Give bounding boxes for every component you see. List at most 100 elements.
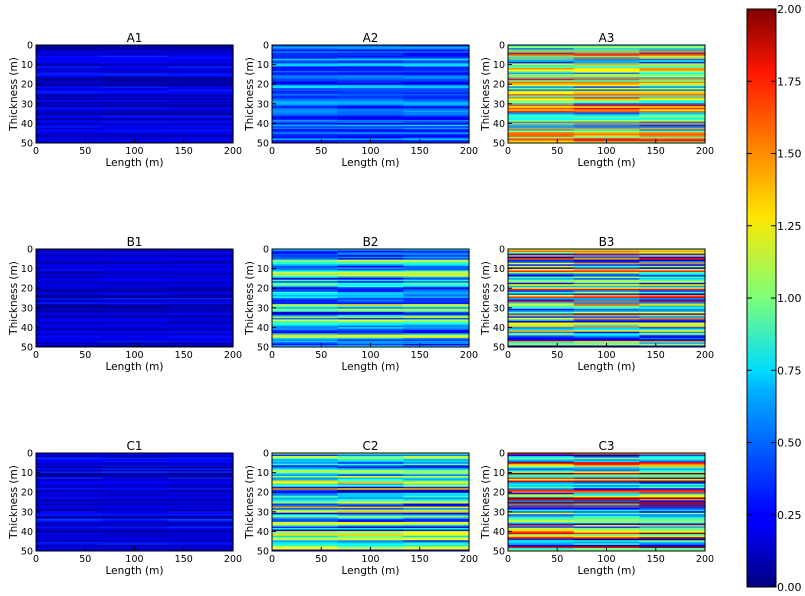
heatmap-cell xyxy=(337,58,404,61)
subplot-title: C2 xyxy=(362,439,378,453)
x-tick-label: 100 xyxy=(125,554,143,565)
heatmap-cell xyxy=(272,284,339,287)
heatmap-cell xyxy=(639,74,706,77)
heatmap-cell xyxy=(337,287,404,290)
heatmap-cell xyxy=(337,472,404,475)
heatmap-cell xyxy=(573,267,640,270)
heatmap-cell xyxy=(508,337,575,340)
heatmap-cell xyxy=(639,259,706,262)
heatmap-cell xyxy=(101,106,168,109)
heatmap-cell xyxy=(508,502,575,504)
heatmap-cell xyxy=(272,55,339,58)
heatmap-cell xyxy=(36,116,103,119)
heatmap-cell xyxy=(573,486,640,489)
heatmap-cell xyxy=(573,83,640,86)
heatmap-cell xyxy=(639,112,706,115)
heatmap-cell xyxy=(167,524,234,527)
heatmap-cell xyxy=(36,95,103,98)
heatmap-cell xyxy=(36,327,103,330)
heatmap-cell xyxy=(36,495,103,498)
heatmap-cell xyxy=(101,104,168,107)
heatmap-cell xyxy=(36,252,103,254)
heatmap-cell xyxy=(508,46,575,49)
heatmap-cell xyxy=(272,517,339,520)
heatmap-cell xyxy=(403,544,470,547)
heatmap-cell xyxy=(36,503,103,506)
heatmap-cell xyxy=(272,94,339,96)
heatmap-cell xyxy=(101,483,168,486)
heatmap-cell xyxy=(573,123,640,126)
heatmap-cell xyxy=(639,123,706,126)
heatmap-cell xyxy=(508,532,575,535)
heatmap-cell xyxy=(272,75,339,78)
heatmap-cell xyxy=(639,511,706,514)
heatmap-cell xyxy=(36,98,103,101)
heatmap-cell xyxy=(508,100,575,103)
heatmap-cell xyxy=(508,345,575,348)
heatmap-cell xyxy=(36,317,103,320)
heatmap-cell xyxy=(167,278,234,281)
heatmap-cell xyxy=(403,262,470,265)
heatmap-cell xyxy=(508,69,575,72)
heatmap-cell xyxy=(573,526,640,529)
heatmap-cell xyxy=(573,259,640,262)
heatmap-cell xyxy=(573,498,640,501)
heatmap-cell xyxy=(573,130,640,133)
heatmap-cell xyxy=(403,339,470,342)
heatmap-cell xyxy=(337,126,404,129)
heatmap-cell xyxy=(101,482,168,485)
colorbar-ticks: 0.000.250.500.751.001.251.501.752.00 xyxy=(747,3,802,594)
heatmap-cell xyxy=(272,49,339,52)
heatmap-cell xyxy=(403,518,470,521)
heatmap-cell xyxy=(403,511,470,514)
heatmap-cell xyxy=(167,60,234,63)
heatmap-cell xyxy=(272,308,339,311)
heatmap-cell xyxy=(403,124,470,127)
heatmap-cell xyxy=(508,113,575,116)
heatmap-cell xyxy=(36,305,103,308)
heatmap-cell xyxy=(403,512,470,515)
heatmap-cell xyxy=(573,90,640,93)
heatmap-cell xyxy=(337,485,404,488)
heatmap-cell xyxy=(101,512,168,515)
heatmap-cell xyxy=(272,259,339,262)
heatmap-cell xyxy=(167,52,234,55)
heatmap-cell xyxy=(101,485,168,488)
heatmap-cell xyxy=(508,268,575,271)
heatmap-cell xyxy=(508,252,575,254)
heatmap-cell xyxy=(272,109,339,112)
heatmap-cell xyxy=(36,515,103,518)
heatmap-cell xyxy=(36,271,103,274)
heatmap-cell xyxy=(403,258,470,261)
heatmap-cell xyxy=(36,279,103,282)
heatmap-cell xyxy=(167,454,234,457)
heatmap-cell xyxy=(101,288,168,291)
heatmap-cell xyxy=(403,547,470,550)
heatmap-cell xyxy=(573,61,640,64)
subplot-title: A3 xyxy=(599,31,615,45)
heatmap-cell xyxy=(101,67,168,70)
heatmap-cell xyxy=(403,281,470,284)
heatmap-cell xyxy=(167,310,234,313)
heatmap-cell xyxy=(272,258,339,261)
heatmap-cell xyxy=(272,523,339,526)
heatmap-cell xyxy=(573,288,640,291)
heatmap-cell xyxy=(508,500,575,503)
heatmap-cell xyxy=(36,256,103,259)
heatmap-cell xyxy=(508,282,575,285)
heatmap-cell xyxy=(508,319,575,322)
heatmap-cell xyxy=(167,113,234,116)
heatmap-cell xyxy=(101,460,168,463)
heatmap-cell xyxy=(36,498,103,501)
heatmap-cell xyxy=(403,540,470,543)
heatmap-cell xyxy=(508,540,575,543)
heatmap-cell xyxy=(573,463,640,466)
colorbar-tick-label: 1.50 xyxy=(777,148,802,161)
heatmap-cell xyxy=(508,543,575,546)
heatmap-cell xyxy=(167,126,234,129)
heatmap-cell xyxy=(508,103,575,106)
heatmap-cell xyxy=(639,46,706,49)
heatmap-cell xyxy=(573,521,640,524)
heatmap-cell xyxy=(508,287,575,290)
